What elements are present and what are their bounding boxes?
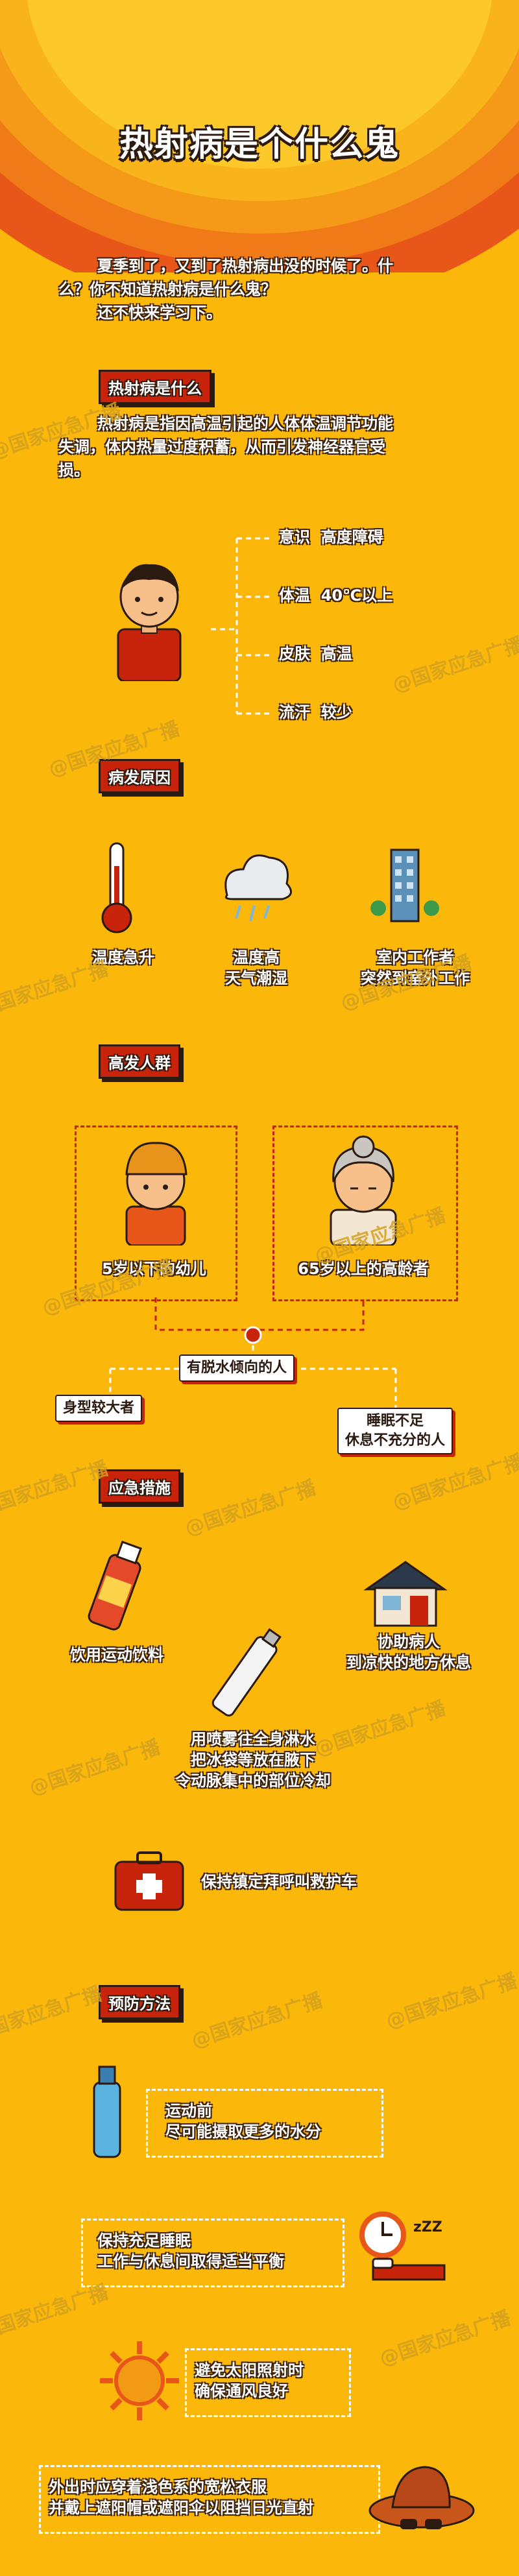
what-line: 失调，体内热量过度积蓄，从而引发神经器官受 bbox=[58, 438, 385, 456]
symptom-item: 皮肤 高温 bbox=[279, 645, 352, 663]
cause-label: 温度高 天气潮湿 bbox=[225, 948, 287, 987]
water-label: 运动前 尽可能摄取更多的水分 bbox=[165, 2102, 321, 2141]
move-label: 协助病人 到凉快的地方休息 bbox=[346, 1633, 471, 1672]
sun-box bbox=[185, 2348, 351, 2417]
page-title: 热射病是个什么鬼 bbox=[119, 125, 400, 164]
clothes-label: 外出时应穿着浅色系的宽松衣服 并戴上遮阳帽或遮阳伞以阻挡日光直射 bbox=[49, 2478, 313, 2517]
section-badge-what: 热射病是什么 bbox=[99, 370, 211, 404]
watermark: @国家应急广播 bbox=[389, 1451, 519, 1515]
watermark: @国家应急广播 bbox=[0, 2281, 112, 2345]
section-badge-emergency: 应急措施 bbox=[99, 1469, 180, 1504]
sun-label: 避免太阳照射时 确保通风良好 bbox=[195, 2361, 304, 2400]
cloud-icon bbox=[224, 854, 293, 922]
kid-label: 5岁以下的幼儿 bbox=[102, 1260, 206, 1278]
thermometer-icon bbox=[101, 842, 132, 933]
drink-icon bbox=[88, 1540, 142, 1631]
building-icon bbox=[370, 849, 439, 922]
what-text: 热射病是指因高温引起的人体体温调节功能 失调，体内热量过度积蓄，从而引发神经器官… bbox=[58, 412, 474, 482]
watermark: @国家应急广播 bbox=[0, 1457, 112, 1521]
watermark: @国家应急广播 bbox=[389, 633, 519, 697]
call-label: 保持镇定拜呼叫救护车 bbox=[201, 1873, 357, 1891]
spray-label: 用喷雾往全身淋水 把冰袋等放在腋下 令动脉集中的部位冷却 bbox=[175, 1730, 331, 1790]
bottle-icon bbox=[93, 2065, 121, 2158]
alarm-bed-icon: zZZ bbox=[359, 2211, 446, 2281]
risk-tag-dehydrated: 有脱水倾向的人 bbox=[179, 1354, 295, 1382]
section-badge-risk: 高发人群 bbox=[99, 1044, 180, 1079]
watermark: @国家应急广播 bbox=[383, 1969, 519, 2034]
intro-line: 还不快来学习下。 bbox=[97, 304, 222, 322]
intro-line: 么？你不知道热射病是什么鬼？ bbox=[58, 280, 276, 298]
symptom-connector bbox=[211, 537, 269, 715]
watermark: @国家应急广播 bbox=[376, 2307, 514, 2371]
sleep-box bbox=[81, 2219, 344, 2287]
symptom-item: 意识 高度障碍 bbox=[279, 528, 383, 546]
symptom-item: 流汗 较少 bbox=[279, 703, 352, 721]
house-icon bbox=[363, 1561, 448, 1627]
elder-icon bbox=[330, 1135, 397, 1246]
kid-icon bbox=[125, 1142, 187, 1246]
sun-icon bbox=[100, 2341, 179, 2420]
watermark: @国家应急广播 bbox=[0, 957, 112, 1022]
watermark: @国家应急广播 bbox=[182, 1476, 319, 1541]
watermark: @国家应急广播 bbox=[188, 1989, 326, 2053]
drink-label: 饮用运动饮料 bbox=[70, 1646, 163, 1664]
what-line: 热射病是指因高温引起的人体体温调节功能 bbox=[97, 415, 393, 433]
hat-icon bbox=[368, 2466, 475, 2529]
what-line: 损。 bbox=[58, 461, 90, 479]
sun-header bbox=[0, 0, 519, 272]
svg-text:zZZ: zZZ bbox=[413, 2219, 442, 2235]
section-badge-prevention: 预防方法 bbox=[99, 1985, 180, 2019]
first-aid-icon bbox=[114, 1851, 184, 1911]
risk-tag-big: 身型较大者 bbox=[55, 1395, 143, 1422]
spray-icon bbox=[211, 1628, 282, 1717]
risk-tag-sleep: 睡眠不足 休息不充分的人 bbox=[337, 1408, 453, 1454]
intro-line: 夏季到了，又到了热射病出没的时候了。什 bbox=[97, 257, 393, 275]
watermark: @国家应急广播 bbox=[311, 1697, 449, 1761]
intro-text: 夏季到了，又到了热射病出没的时候了。什 么？你不知道热射病是什么鬼？ 还不快来学… bbox=[58, 254, 474, 324]
section-badge-causes: 病发原因 bbox=[99, 759, 180, 793]
sleep-label: 保持充足睡眠 工作与休息间取得适当平衡 bbox=[97, 2232, 284, 2270]
symptom-item: 体温 40℃以上 bbox=[279, 586, 393, 605]
clothes-box bbox=[39, 2465, 380, 2534]
water-box bbox=[146, 2089, 383, 2158]
elder-box bbox=[272, 1125, 458, 1301]
cause-label: 温度急升 bbox=[92, 948, 154, 967]
elder-label: 65岁以上的高龄者 bbox=[298, 1260, 429, 1278]
watermark: @国家应急广播 bbox=[0, 1982, 105, 2047]
child-icon bbox=[117, 564, 182, 681]
cause-label: 室内工作者 突然到室外工作 bbox=[361, 948, 470, 987]
